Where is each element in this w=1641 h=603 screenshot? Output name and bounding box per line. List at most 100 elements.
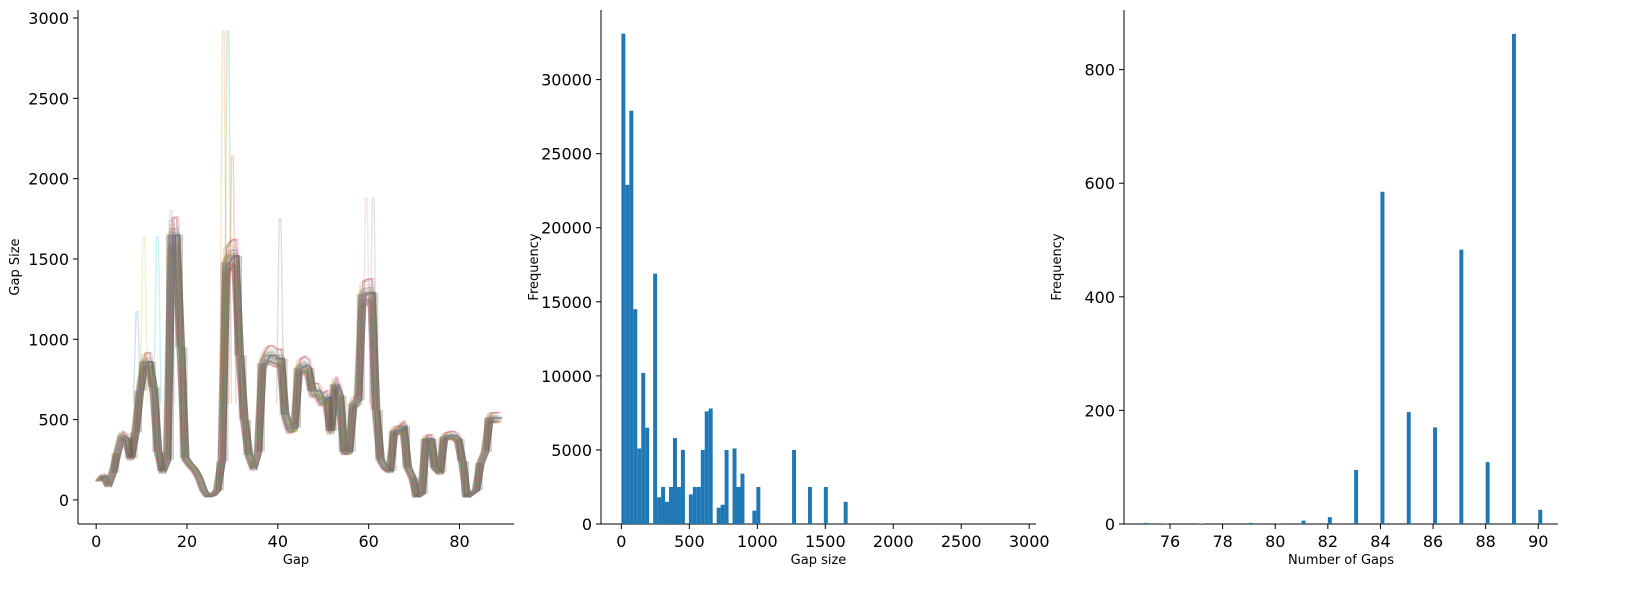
- histogram-bar: [736, 486, 741, 524]
- line-spike: [223, 30, 233, 404]
- y-tick-label: 200: [1084, 401, 1115, 420]
- histogram-bar: [676, 486, 681, 524]
- line-series: [99, 237, 501, 498]
- histogram-bar: [621, 33, 626, 524]
- histogram-bar: [700, 449, 705, 524]
- line-series: [96, 242, 497, 499]
- y-tick-label: 2000: [28, 170, 69, 189]
- histogram-bar: [843, 501, 848, 524]
- line-series: [98, 231, 499, 498]
- x-tick-label: 0: [91, 532, 101, 551]
- x-tick-label: 76: [1160, 532, 1180, 551]
- y-tick-label: 400: [1084, 288, 1115, 307]
- histogram-bar: [653, 273, 658, 524]
- y-tick-label: 25000: [541, 145, 592, 164]
- line-series: [101, 234, 503, 499]
- axes-2: 76 78 80 82 84 86 88 90 0 200 400 600 800 Number of G…: [1050, 10, 1558, 568]
- histogram-bar: [625, 184, 630, 525]
- y-tick-label: 500: [38, 411, 69, 430]
- y-axis-label: Frequency: [527, 233, 542, 300]
- x-axis-label: Gap size: [791, 553, 847, 568]
- y-axis-label: Frequency: [1050, 233, 1065, 300]
- histogram-bar: [637, 448, 642, 524]
- histogram-bar: [807, 486, 812, 524]
- line-series: [100, 227, 501, 498]
- y-axis-label: Gap Size: [8, 238, 23, 295]
- histogram-bar: [1406, 412, 1411, 524]
- line-series: [96, 230, 497, 498]
- histogram-bar: [688, 494, 693, 524]
- histogram-bar: [716, 507, 721, 524]
- histogram-bars: [621, 33, 848, 525]
- x-tick-label: 1500: [805, 532, 846, 551]
- line-spike: [139, 235, 149, 404]
- y-tick-label: 600: [1084, 174, 1115, 193]
- histogram-bar: [708, 408, 713, 524]
- histogram-bar: [657, 497, 662, 524]
- histogram-bar: [672, 438, 677, 524]
- histogram-bar: [1248, 522, 1253, 524]
- histogram-bar: [665, 501, 670, 524]
- x-tick-label: 2000: [873, 532, 914, 551]
- y-tick-label: 1000: [28, 330, 69, 349]
- line-series: [100, 232, 501, 498]
- y-tick-label: 800: [1084, 61, 1115, 80]
- histogram-bar: [692, 486, 697, 524]
- line-series: [98, 250, 499, 499]
- y-tick-label: 20000: [541, 219, 592, 238]
- line-series-group: [94, 30, 503, 499]
- line-series: [98, 216, 500, 498]
- x-tick-label: 78: [1212, 532, 1232, 551]
- histogram-bar: [1163, 523, 1168, 524]
- line-series: [99, 248, 500, 499]
- line-series: [99, 245, 500, 499]
- x-tick-label: 40: [268, 532, 288, 551]
- axes-0: 0 20 40 60 80 0 500 1000 1500 2000 2500 3000 Gap Gap …: [8, 9, 514, 568]
- line-spike: [219, 30, 228, 404]
- x-tick-label: 0: [616, 532, 626, 551]
- histogram-bar: [641, 372, 646, 524]
- line-spike: [362, 197, 371, 404]
- line-spike: [166, 210, 176, 404]
- histogram-bar: [1459, 249, 1464, 524]
- histogram-bar: [1143, 522, 1148, 524]
- histogram-bar: [1433, 427, 1438, 524]
- y-tick-label: 0: [1105, 515, 1115, 534]
- y-tick-label: 2500: [28, 89, 69, 108]
- y-tick-label: 10000: [541, 367, 592, 386]
- histogram-bar: [1301, 520, 1306, 524]
- x-tick-label: 20: [177, 532, 197, 551]
- line-series: [99, 217, 500, 498]
- histogram-bar: [1354, 470, 1359, 524]
- histogram-bar: [1276, 523, 1281, 524]
- histogram-bars: [1143, 33, 1543, 524]
- x-tick-label: 90: [1528, 532, 1548, 551]
- histogram-bar: [1485, 462, 1490, 524]
- line-series: [98, 234, 499, 498]
- histogram-bar: [732, 448, 737, 524]
- x-tick-label: 86: [1423, 532, 1443, 551]
- x-tick-label: 84: [1370, 532, 1390, 551]
- y-tick-label: 15000: [541, 293, 592, 312]
- x-tick-label: 82: [1318, 532, 1338, 551]
- line-spike: [132, 311, 142, 404]
- x-tick-label: 80: [449, 532, 469, 551]
- histogram-bar: [752, 510, 757, 524]
- y-tick-label: 30000: [541, 71, 592, 90]
- histogram-bar: [629, 110, 634, 524]
- line-series: [100, 242, 501, 499]
- histogram-bar: [1538, 509, 1543, 524]
- histogram-bar: [1511, 33, 1516, 524]
- x-axis-label: Gap: [283, 553, 309, 568]
- x-tick-label: 1000: [737, 532, 778, 551]
- x-tick-label: 2500: [941, 532, 982, 551]
- histogram-bar: [724, 449, 729, 524]
- histogram-bar: [696, 486, 701, 524]
- x-tick-label: 500: [674, 532, 705, 551]
- histogram-bar: [740, 473, 745, 524]
- x-tick-label: 3000: [1009, 532, 1050, 551]
- histogram-bar: [680, 449, 685, 524]
- histogram-bar: [661, 486, 666, 524]
- y-tick-label: 0: [59, 491, 69, 510]
